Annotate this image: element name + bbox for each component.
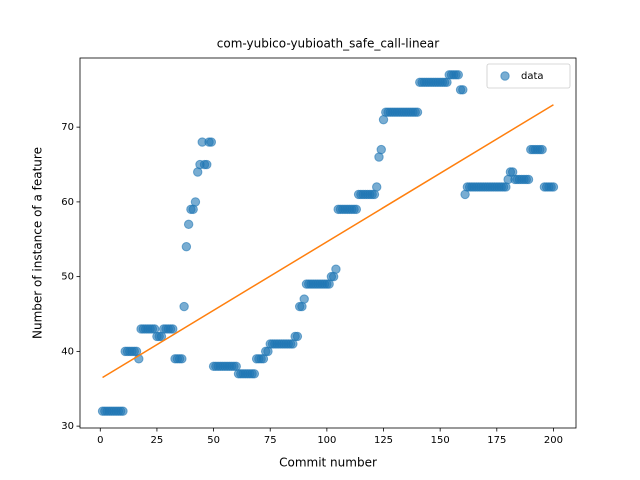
legend-label: data — [521, 71, 544, 82]
data-point — [299, 294, 309, 304]
x-tick-label: 100 — [317, 435, 336, 446]
x-tick-label: 125 — [374, 435, 393, 446]
y-tick-label: 70 — [61, 122, 74, 133]
data-point — [523, 174, 534, 185]
legend-box — [486, 63, 571, 89]
x-tick-label: 50 — [207, 435, 220, 446]
data-point — [190, 197, 201, 207]
x-axis-label: Commit number — [279, 456, 377, 470]
plot-frame — [79, 57, 577, 429]
data-point — [453, 70, 463, 80]
x-tick-label: 175 — [487, 435, 506, 446]
legend-marker — [500, 71, 510, 81]
x-tick-label: 0 — [97, 435, 103, 446]
data-point — [202, 159, 212, 170]
y-tick-label: 40 — [61, 346, 74, 357]
data-point — [181, 242, 192, 252]
y-tick-label: 50 — [61, 272, 74, 283]
data-point — [118, 406, 128, 416]
data-point — [548, 182, 559, 192]
fit-line — [102, 104, 554, 379]
y-tick-label: 30 — [61, 421, 74, 432]
data-point — [168, 324, 178, 334]
data-point — [292, 331, 303, 342]
x-tick-label: 200 — [544, 435, 563, 446]
x-tick-label: 75 — [264, 435, 277, 446]
data-point — [177, 354, 187, 364]
x-tick-label: 150 — [431, 435, 450, 446]
data-point — [372, 182, 382, 192]
chart-title: com-yubico-yubioath_safe_call-linear — [217, 37, 440, 51]
x-tick-label: 25 — [151, 435, 164, 446]
data-point — [412, 107, 423, 117]
data-point — [179, 301, 189, 312]
data-point — [376, 144, 386, 155]
data-point — [206, 137, 217, 147]
data-point — [249, 369, 260, 379]
data-point — [183, 219, 194, 230]
y-tick-label: 60 — [61, 197, 74, 208]
y-axis-label: Number of instance of a feature — [31, 147, 45, 339]
data-point — [331, 264, 341, 274]
data-point — [537, 144, 547, 155]
data-point — [458, 85, 468, 95]
data-point — [351, 204, 362, 215]
